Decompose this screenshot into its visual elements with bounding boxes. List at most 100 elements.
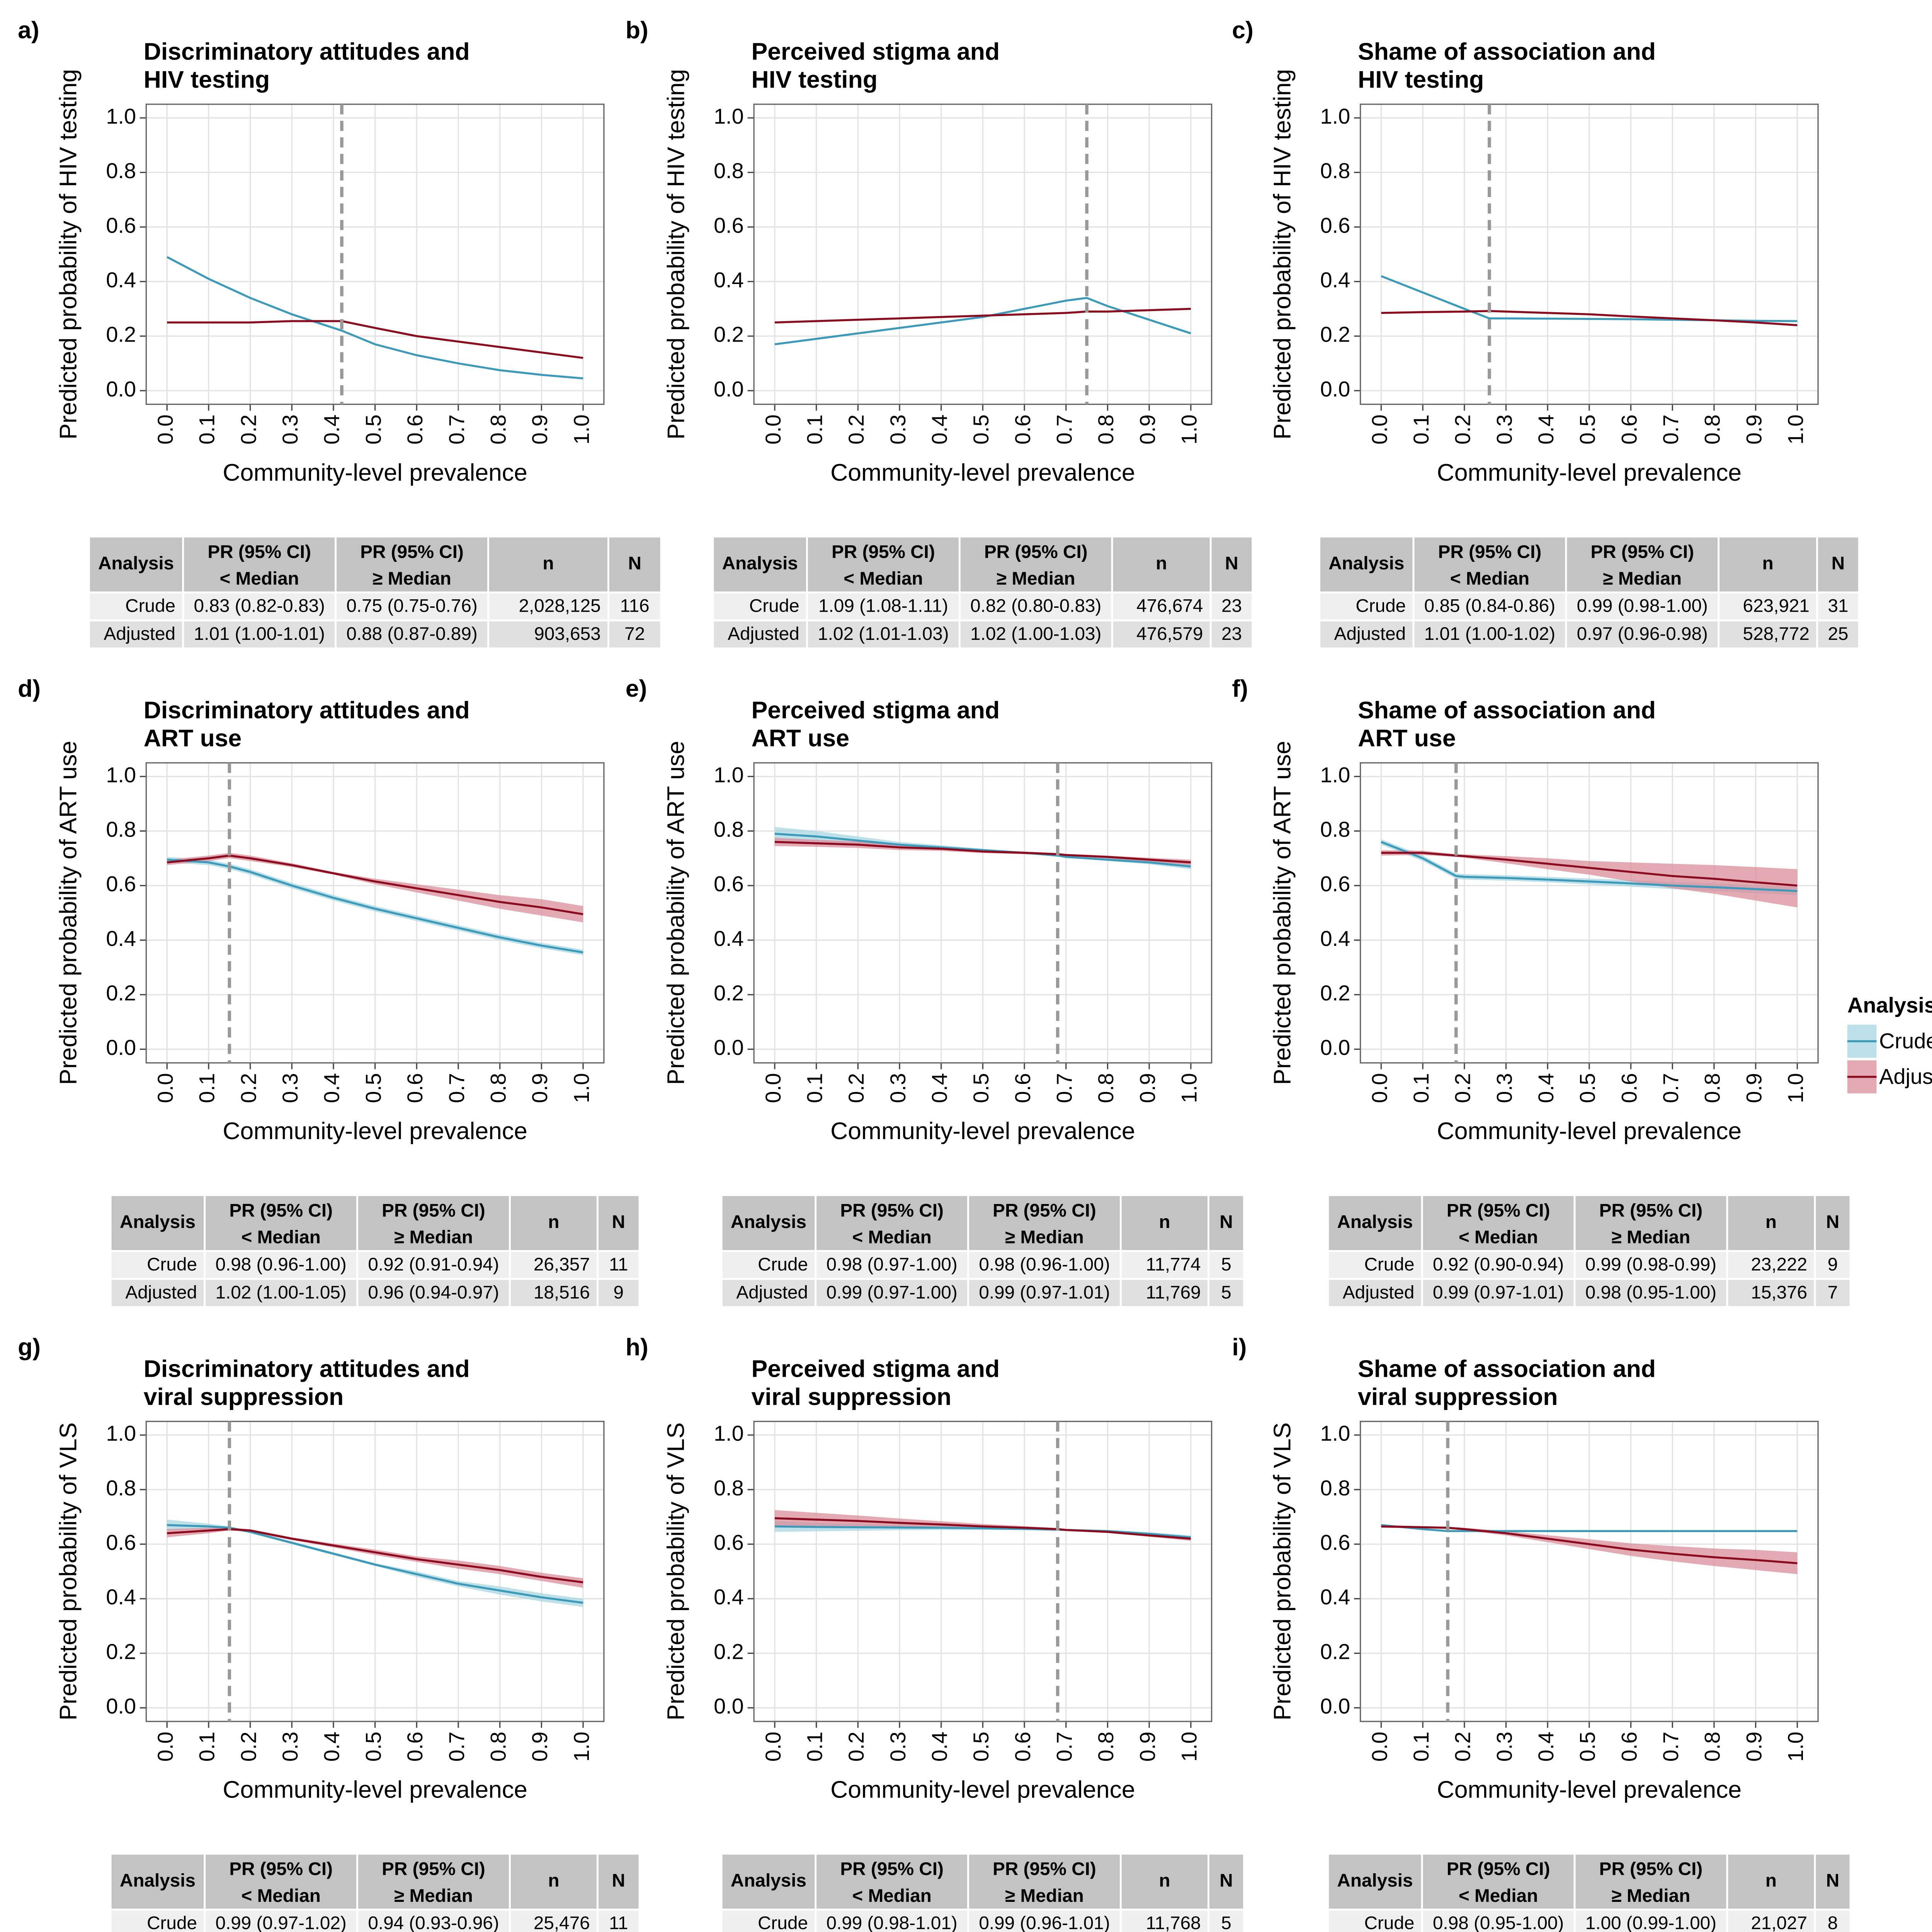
confidence-band [167,1519,583,1607]
table-cell-text: 0.85 (0.84-0.86) [1424,596,1555,616]
x-tick-label: 0.5 [969,1731,993,1762]
table-cell-text: 0.99 (0.97-1.00) [826,1282,957,1303]
x-tick-label: 0.4 [927,1731,952,1762]
x-tick-label: 0.9 [527,1731,552,1762]
table-header: PR (95% CI) [229,1859,333,1879]
table-cell [1814,1278,1852,1308]
y-tick-label: 0.8 [1320,158,1350,183]
series-line [167,1528,583,1583]
y-tick-label: 0.6 [106,872,136,896]
x-tick-label: 0.7 [1658,1731,1683,1762]
chart-title: viral suppression [752,1383,952,1410]
table-cell-text: 0.98 (0.95-1.00) [1433,1913,1564,1932]
table-cell-text: 476,579 [1136,624,1203,644]
y-axis-title: Predicted probability of VLS [1269,1422,1296,1720]
table-header-cell [1119,1194,1209,1252]
x-tick-label: 0.6 [1617,415,1641,445]
y-tick-label: 1.0 [714,1421,744,1446]
y-tick-label: 0.2 [714,322,744,347]
table-cell [335,619,489,650]
series-line [774,297,1191,345]
table-cell-text: Adjusted [1343,1282,1415,1303]
y-axis-title: Predicted probability of HIV testing [54,69,82,440]
table-cell-text: 0.98 (0.96-1.00) [215,1254,346,1275]
table-cell [1726,1250,1816,1280]
confidence-band [167,857,583,955]
table-header: n [548,1870,559,1891]
x-tick-label: 0.0 [153,415,177,445]
table-header: PR (95% CI) [382,1859,485,1879]
x-tick-label: 0.6 [1617,1073,1641,1103]
x-tick-label: 0.3 [1492,415,1516,445]
x-tick-label: 0.8 [1094,1731,1118,1762]
table-cell-text: 1.00 (0.99-1.00) [1585,1913,1716,1932]
table-cell-text: Crude [147,1913,197,1932]
table-cell-text: 1.01 (1.00-1.02) [1424,624,1555,644]
table-cell [958,619,1113,650]
y-tick-label: 0.0 [106,1035,136,1060]
y-tick-label: 0.6 [714,872,744,896]
table-header: Analysis [120,1212,196,1232]
x-tick-label: 0.0 [761,1731,785,1762]
table-cell-text: 15,376 [1751,1282,1807,1303]
y-tick-label: 0.2 [106,322,136,347]
table-cell-text: 0.96 (0.94-0.97) [368,1282,499,1303]
y-tick-label: 0.6 [714,213,744,237]
table-header: Analysis [731,1870,806,1891]
table-header: PR (95% CI) [1599,1200,1703,1221]
x-tick-label: 0.9 [1742,1073,1766,1103]
table-header: ≥ Median [1612,1227,1690,1247]
chart-title: Perceived stigma and [752,1355,1000,1382]
x-tick-label: 0.3 [278,415,302,445]
table-header-cell [1318,536,1415,594]
chart-title: ART use [752,724,850,752]
table-cell-text: 623,921 [1743,596,1810,616]
table-cell-text: 0.99 (0.98-0.99) [1585,1254,1716,1275]
y-tick-label: 0.8 [714,1476,744,1500]
table-cell-text: 0.82 (0.80-0.83) [970,596,1101,616]
x-tick-label: 0.4 [1534,1731,1558,1762]
table-cell-text: 116 [620,596,650,616]
table-header-cell [1327,1194,1423,1252]
table-cell [1111,619,1212,650]
table-header: PR (95% CI) [1590,542,1694,562]
y-tick-label: 0.0 [1320,1694,1350,1718]
legend-label: Adjusted [1879,1064,1932,1088]
table-cell [509,1908,599,1932]
table-cell [204,1278,359,1308]
table-header: n [1762,553,1774,573]
x-tick-label: 0.6 [1010,1731,1035,1762]
table-cell-text: Crude [1364,1913,1415,1932]
y-axis-title: Predicted probability of VLS [662,1422,689,1720]
x-tick-label: 0.9 [1135,1731,1160,1762]
y-tick-label: 0.4 [1320,1585,1350,1609]
table-header: n [1156,553,1167,573]
legend-title: Analysis [1847,993,1932,1017]
confidence-band [1381,1525,1798,1574]
y-tick-label: 0.8 [714,817,744,841]
table-cell [1421,1908,1576,1932]
table-cell-text: 476,674 [1136,596,1203,616]
y-axis-title: Predicted probability of VLS [54,1422,82,1720]
chart-title: viral suppression [144,1383,344,1410]
table-cell-text: Adjusted [104,624,175,644]
y-tick-label: 1.0 [1320,762,1350,787]
series-line [167,320,583,359]
table-cell-text: 903,653 [534,624,600,644]
table-cell-text: 1.01 (1.00-1.01) [194,624,325,644]
table-header: < Median [220,568,299,589]
table-header: PR (95% CI) [207,542,311,562]
table-cell [1412,619,1567,650]
y-axis-title: Predicted probability of HIV testing [662,69,689,440]
x-tick-label: 0.0 [1367,415,1391,445]
table-cell [335,591,489,622]
table-cell-text: 0.99 (0.98-1.01) [826,1913,957,1932]
y-axis-title: Predicted probability of HIV testing [1269,69,1296,440]
table-cell-text: 0.99 (0.97-1.01) [1433,1282,1564,1303]
table-cell [1209,619,1254,650]
table-header: ≥ Median [1603,568,1682,589]
x-tick-label: 1.0 [569,415,594,445]
table-header: PR (95% CI) [229,1200,333,1221]
table-header-cell [1565,536,1720,594]
